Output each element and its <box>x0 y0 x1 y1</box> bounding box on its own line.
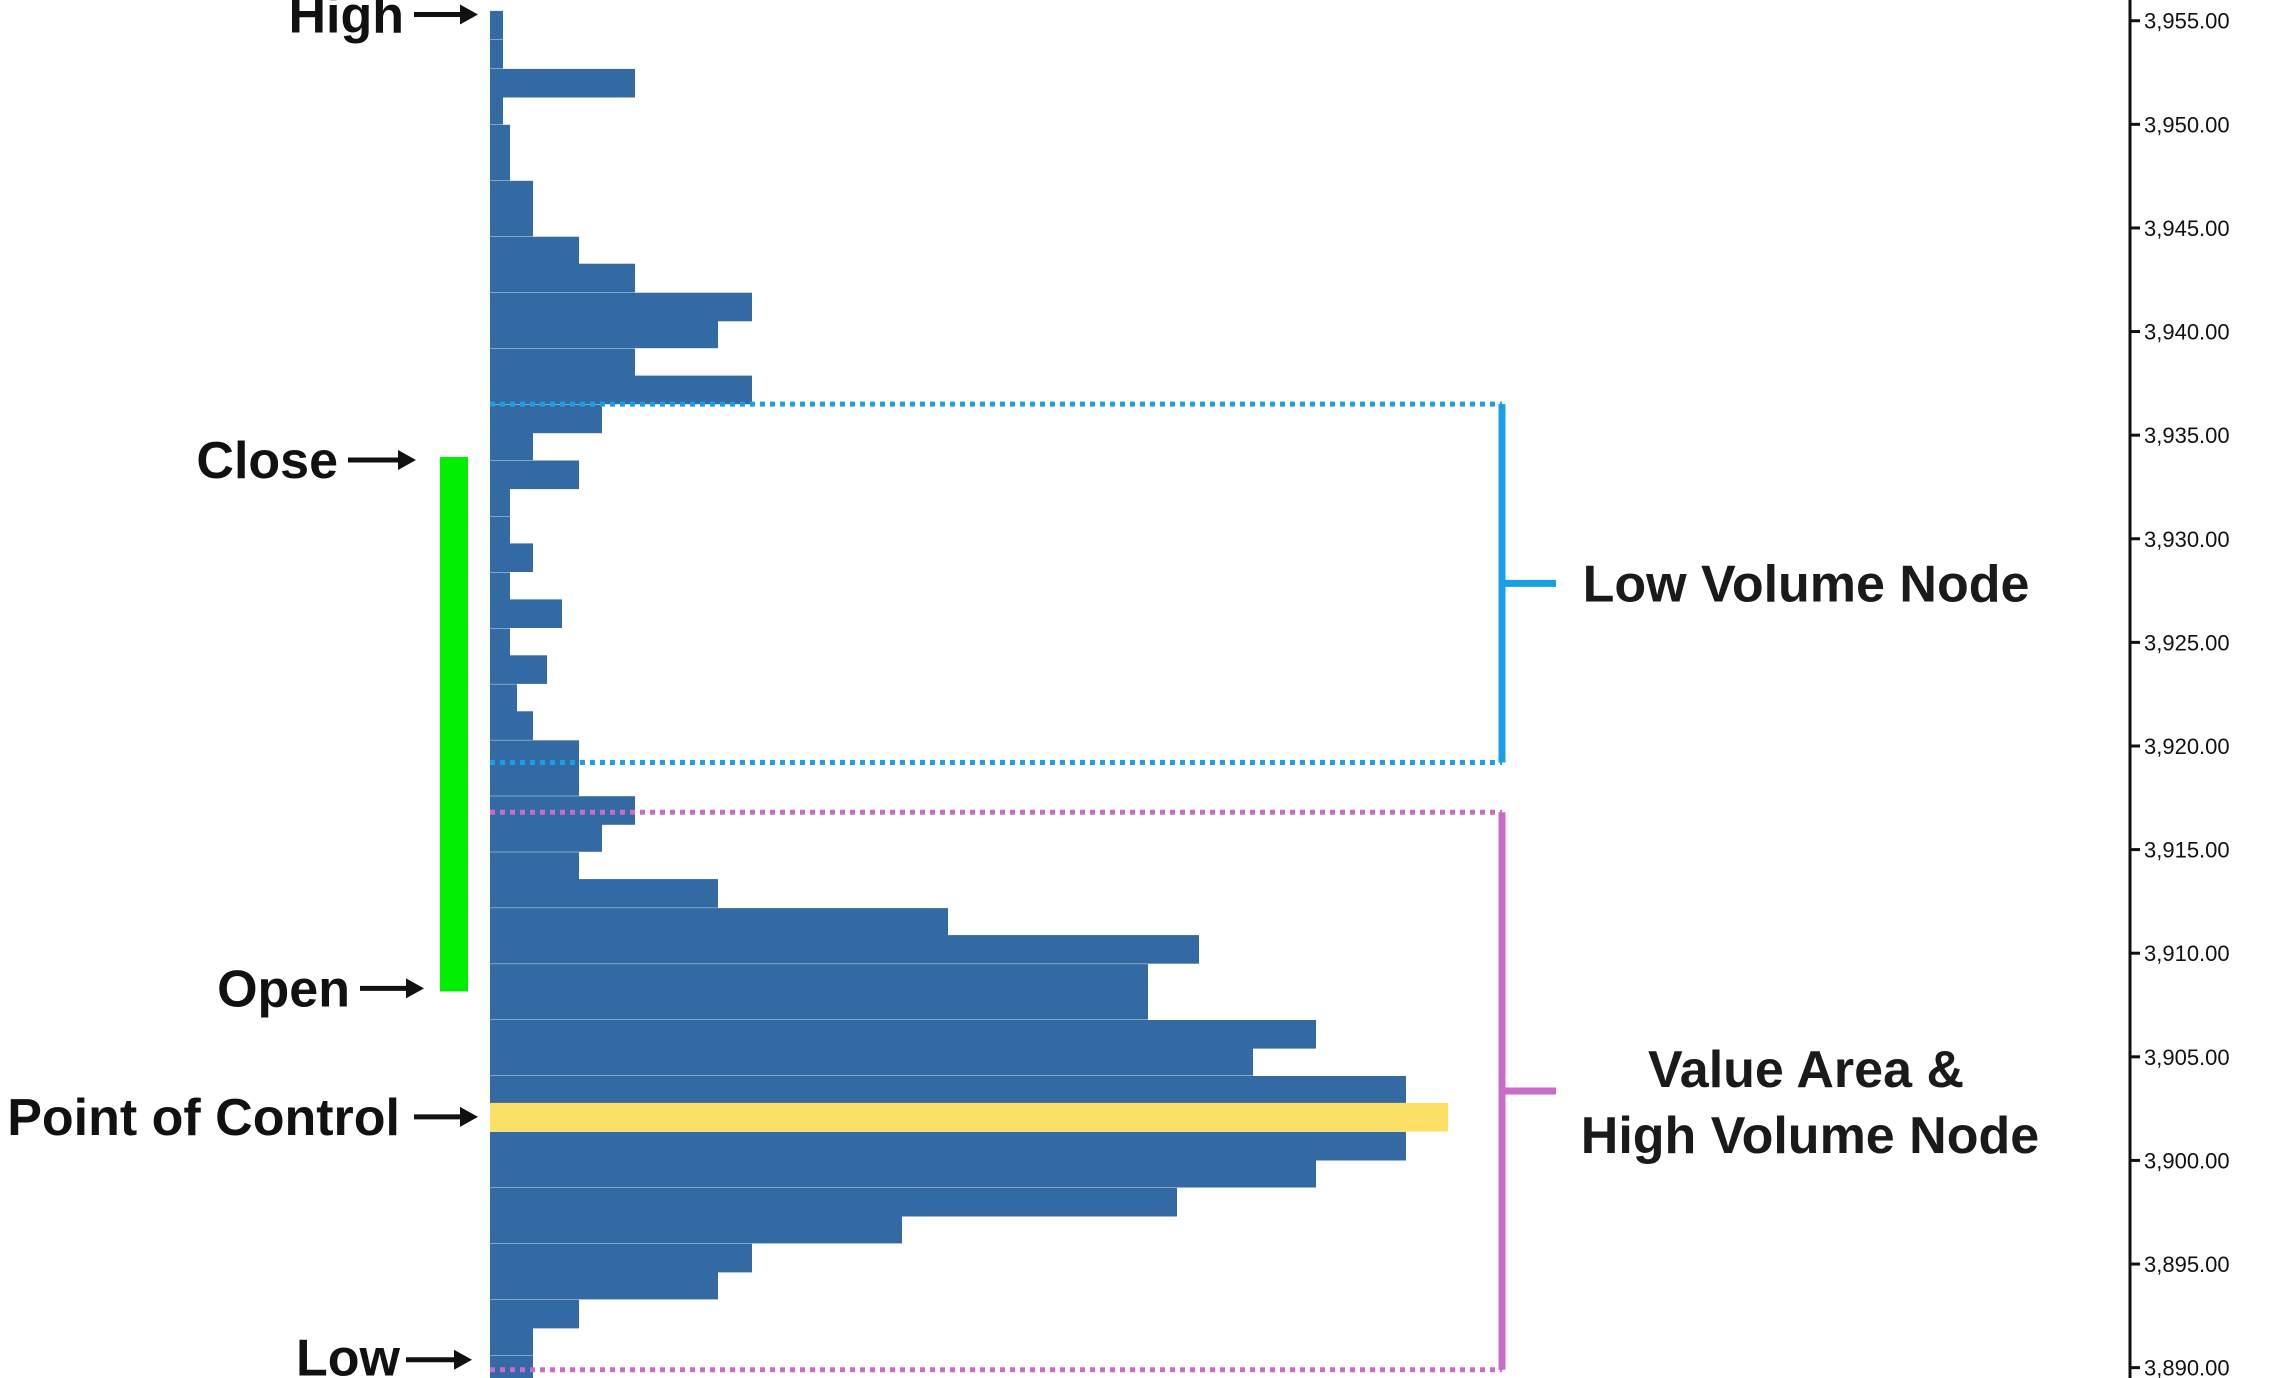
volume-bar <box>490 348 635 378</box>
low-volume-node-label: Low Volume Node <box>1583 555 2030 613</box>
volume-bar <box>490 711 533 740</box>
volume-bar <box>490 516 510 546</box>
volume-bar <box>490 431 533 461</box>
zones <box>490 401 1556 1373</box>
volume-bar <box>490 628 510 657</box>
poc-bar <box>490 1102 1448 1132</box>
close-arrow-head <box>398 450 416 471</box>
volume-bar <box>490 487 510 517</box>
value-area-label-line2: High Volume Node <box>1581 1107 2039 1165</box>
low-arrow-head <box>454 1349 472 1370</box>
volume-bar <box>490 908 948 937</box>
high-arrow-head <box>460 4 478 25</box>
poc-arrow-head <box>460 1106 478 1127</box>
price-tick-label: 3,920.00 <box>2144 734 2230 759</box>
volume-bar <box>490 767 579 796</box>
price-tick-label: 3,905.00 <box>2144 1045 2230 1070</box>
volume-bar <box>490 572 510 601</box>
value-area-label-line1: Value Area & <box>1648 1041 1964 1099</box>
volume-bar <box>490 935 1199 964</box>
price-tick-label: 3,950.00 <box>2144 112 2230 137</box>
volume-bar <box>490 1270 718 1300</box>
volume-bar <box>490 1299 579 1329</box>
open-label: Open <box>217 960 350 1018</box>
point-of-control-label: Point of Control <box>7 1089 400 1147</box>
volume-bar <box>490 1076 1406 1105</box>
volume-bar <box>490 10 503 40</box>
volume-bar <box>490 599 562 628</box>
volume-bar <box>490 879 718 908</box>
volume-bar <box>490 684 517 713</box>
volume-bar <box>490 655 547 684</box>
volume-bar <box>490 1326 533 1356</box>
volume-bar <box>490 292 752 322</box>
volume-bar <box>490 124 510 154</box>
volume-bar <box>490 180 533 210</box>
price-tick-label: 3,890.00 <box>2144 1356 2230 1378</box>
volume-bar <box>490 236 579 266</box>
price-tick-label: 3,945.00 <box>2144 216 2230 241</box>
volume-bar <box>490 1355 533 1378</box>
volume-bar <box>490 1214 902 1244</box>
volume-bar <box>490 852 579 881</box>
high-label: High <box>288 0 404 45</box>
price-tick-label: 3,900.00 <box>2144 1148 2230 1173</box>
volume-bar <box>490 543 533 572</box>
level-labels: High Close Open Point of Control Low <box>7 0 404 1378</box>
level-arrows <box>348 4 478 1370</box>
zone-notes: Low Volume Node Value Area & High Volume… <box>1581 555 2039 1165</box>
volume-bar <box>490 263 635 293</box>
close-label: Close <box>196 432 338 490</box>
volume-bar <box>490 207 533 237</box>
volume-bar <box>490 404 602 434</box>
open-close-candle <box>440 457 468 992</box>
volume-bars <box>490 10 1448 1378</box>
volume-bar <box>490 460 579 490</box>
volume-bar <box>490 1158 1316 1188</box>
price-axis: 3,955.00 3,950.00 3,945.00 3,940.00 3,935.00… <box>2128 0 2230 1378</box>
volume-bar <box>490 1187 1177 1217</box>
price-tick-label: 3,895.00 <box>2144 1252 2230 1277</box>
open-arrow-head <box>406 978 424 999</box>
price-tick-label: 3,930.00 <box>2144 527 2230 552</box>
volume-bar <box>490 375 752 405</box>
volume-bar <box>490 151 510 181</box>
price-tick-label: 3,955.00 <box>2144 9 2230 34</box>
price-tick-label: 3,925.00 <box>2144 630 2230 655</box>
volume-bar <box>490 1131 1406 1161</box>
volume-bar <box>490 991 1148 1020</box>
volume-bar <box>490 1047 1253 1076</box>
volume-bar <box>490 964 1148 993</box>
low-label: Low <box>296 1330 401 1378</box>
volume-bar <box>490 823 602 852</box>
volume-bar <box>490 1243 752 1273</box>
volume-bar <box>490 68 635 98</box>
volume-bar <box>490 1020 1316 1049</box>
price-tick-label: 3,935.00 <box>2144 423 2230 448</box>
price-tick-label: 3,910.00 <box>2144 941 2230 966</box>
volume-bar <box>490 95 503 125</box>
volume-bar <box>490 39 503 69</box>
price-tick-label: 3,940.00 <box>2144 320 2230 345</box>
price-tick-label: 3,915.00 <box>2144 838 2230 863</box>
volume-bar <box>490 319 718 349</box>
